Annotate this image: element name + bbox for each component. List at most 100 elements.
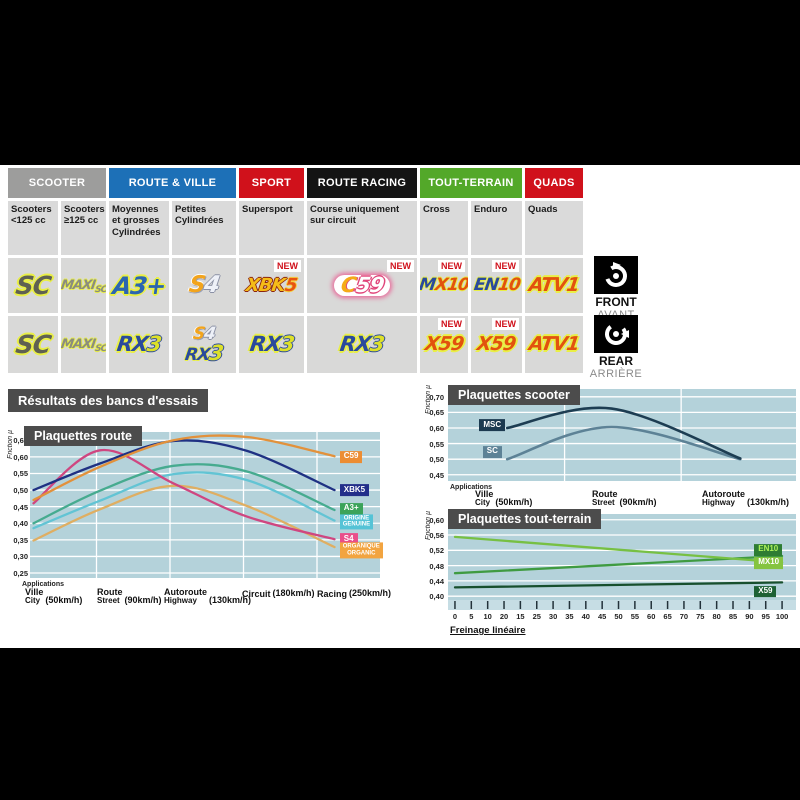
- rear-pad-cell: SC: [8, 316, 58, 373]
- rear-pad-cell: NEW X59: [420, 316, 468, 373]
- series-badge-line: XBK5: [343, 484, 366, 494]
- pad-logo-text: MAXI: [61, 277, 96, 293]
- chart-scooter-plot: MSC SC: [448, 389, 796, 481]
- x-tick-label: 50: [614, 612, 623, 621]
- x-category-fr: Route: [97, 587, 123, 597]
- pad-logo: C59: [334, 273, 390, 297]
- rear-pad-cell: ATV1: [525, 316, 583, 373]
- pad-logo-text: MAXI: [61, 336, 96, 352]
- x-tick-label: 5: [469, 612, 474, 621]
- x-category-fr: Route: [592, 489, 618, 499]
- series-line-MSC: [505, 406, 742, 460]
- rear-pad-cell: RX3: [109, 316, 169, 373]
- pad-logo-text: X59: [475, 333, 518, 355]
- front-pad-cell: A3+: [109, 258, 169, 313]
- pad-logo-text: A3+: [110, 271, 168, 300]
- pad-logo: RX3: [184, 341, 225, 365]
- rear-title: REAR: [598, 354, 633, 368]
- series-badge-SC: SC: [482, 446, 502, 458]
- pad-logo-text: 4: [202, 272, 222, 298]
- x-category-en: Street: [592, 498, 615, 508]
- x-tick-label: 55: [630, 612, 640, 621]
- pad-logo: RX3: [248, 332, 295, 356]
- column-header: Petites Cylindrées: [172, 201, 236, 255]
- x-tick-label: 40: [581, 612, 590, 621]
- x-category-fr: Circuit: [242, 588, 271, 599]
- front-label-block: FRONT AVANT: [588, 256, 644, 321]
- rear-pad-cell: NEW X59: [471, 316, 522, 373]
- y-tick-label: 0,25: [13, 569, 28, 579]
- category-header: QUADS: [525, 168, 583, 198]
- x-category-fr: Ville: [475, 489, 494, 499]
- pad-logo: X59: [423, 333, 465, 355]
- series-badge-MSC: MSC: [479, 419, 506, 432]
- rear-pad-cell: RX3: [307, 316, 417, 373]
- pad-logo-text: X59: [423, 333, 465, 355]
- series-badge-ORIGINE GENUINE: ORIGINE GENUINE: [339, 513, 374, 530]
- new-badge: NEW: [438, 318, 465, 330]
- pad-logo-text: RX: [338, 332, 373, 356]
- x-tick-label: 30: [548, 612, 558, 621]
- brake-disc-front-icon: [594, 256, 638, 294]
- series-badge-A3+: A3+: [339, 503, 363, 515]
- x-category-speed: (180km/h): [272, 588, 315, 598]
- column-header: Scooters <125 cc: [8, 201, 58, 255]
- column-header: Course uniquement sur circuit: [307, 201, 417, 255]
- series-line-ORIGINE GENUINE: [32, 471, 336, 530]
- x-category-fr: Autoroute: [164, 587, 207, 597]
- chart-tout-plot: MX10 EN10 X59: [448, 514, 796, 610]
- pad-logo: RX3: [338, 332, 385, 356]
- category-header: SPORT: [239, 168, 304, 198]
- x-category-names: Racing: [317, 589, 347, 599]
- x-tick-label: 10: [483, 612, 492, 621]
- pad-logo-text: SC: [13, 330, 53, 359]
- x-tick-label: 85: [728, 612, 738, 621]
- x-tick-label: 25: [532, 612, 541, 621]
- pad-logo-text: 3: [145, 332, 163, 356]
- rear-label-block: REAR ARRIÈRE: [588, 315, 644, 380]
- pad-logo: RX3: [115, 332, 163, 356]
- chart-route-title: Plaquettes route: [24, 426, 142, 446]
- x-category-label: Circuit (180km/h): [242, 588, 315, 599]
- y-tick-label: 0,60: [13, 452, 28, 462]
- x-tick-label: 15: [516, 612, 525, 621]
- series-badge-line: ORGANIQUE: [342, 543, 380, 550]
- rear-pad-cell: RX3: [239, 316, 304, 373]
- series-badge-line: SC: [486, 446, 498, 456]
- rear-pad-cell: S4 RX3: [172, 316, 236, 373]
- chart-tout-xticks: 0 5 10 20 15 25 30 35 40 45 50 55 60 65 70 75 80 85 90 95 10…: [424, 612, 798, 624]
- series-line-S4: [32, 448, 336, 541]
- chart-tout-title: Plaquettes tout-terrain: [448, 509, 602, 529]
- y-tick-label: 0,30: [13, 552, 28, 562]
- pad-logo: SC: [13, 271, 53, 300]
- pad-logo-text: SC: [13, 271, 53, 300]
- column-header: Scooters ≥125 cc: [61, 201, 106, 255]
- chart-scooter-xlabel: Applications: [450, 484, 493, 491]
- x-category-label: Ville City (50km/h): [475, 489, 532, 508]
- x-category-names: Circuit: [242, 588, 271, 599]
- series-badge-S4: S4: [339, 533, 358, 546]
- chart-tout-xlabel: Freinage linéaire: [450, 625, 526, 636]
- column-header: Moyennes et grosses Cylindrées: [109, 201, 169, 255]
- front-pad-cell: NEW C59: [307, 258, 417, 313]
- y-tick-label: 0,50: [13, 486, 28, 496]
- y-tick-label: 0,55: [13, 469, 28, 479]
- brake-disc-rear-icon: [594, 315, 638, 353]
- category-header: TOUT-TERRAIN: [420, 168, 522, 198]
- front-title: FRONT: [595, 295, 637, 309]
- y-tick-label: 0,56: [429, 531, 444, 541]
- x-category-en: Highway: [702, 498, 735, 508]
- x-category-speed: (50km/h): [45, 594, 83, 605]
- pad-logo-text: X10: [433, 275, 468, 295]
- y-tick-label: 0,65: [429, 408, 444, 418]
- x-category-speed: (250km/h): [349, 588, 392, 598]
- y-tick-label: 0,44: [429, 576, 444, 586]
- series-line-X59: [453, 581, 784, 589]
- x-category-en: City: [25, 596, 41, 606]
- series-badge-MX10: MX10: [754, 557, 784, 569]
- x-tick-label: 70: [679, 612, 689, 621]
- series-badge-line: C59: [343, 451, 359, 461]
- pad-logo-text: 5: [283, 274, 299, 296]
- front-pad-cell: NEW MX10: [420, 258, 468, 313]
- new-badge: NEW: [492, 318, 519, 330]
